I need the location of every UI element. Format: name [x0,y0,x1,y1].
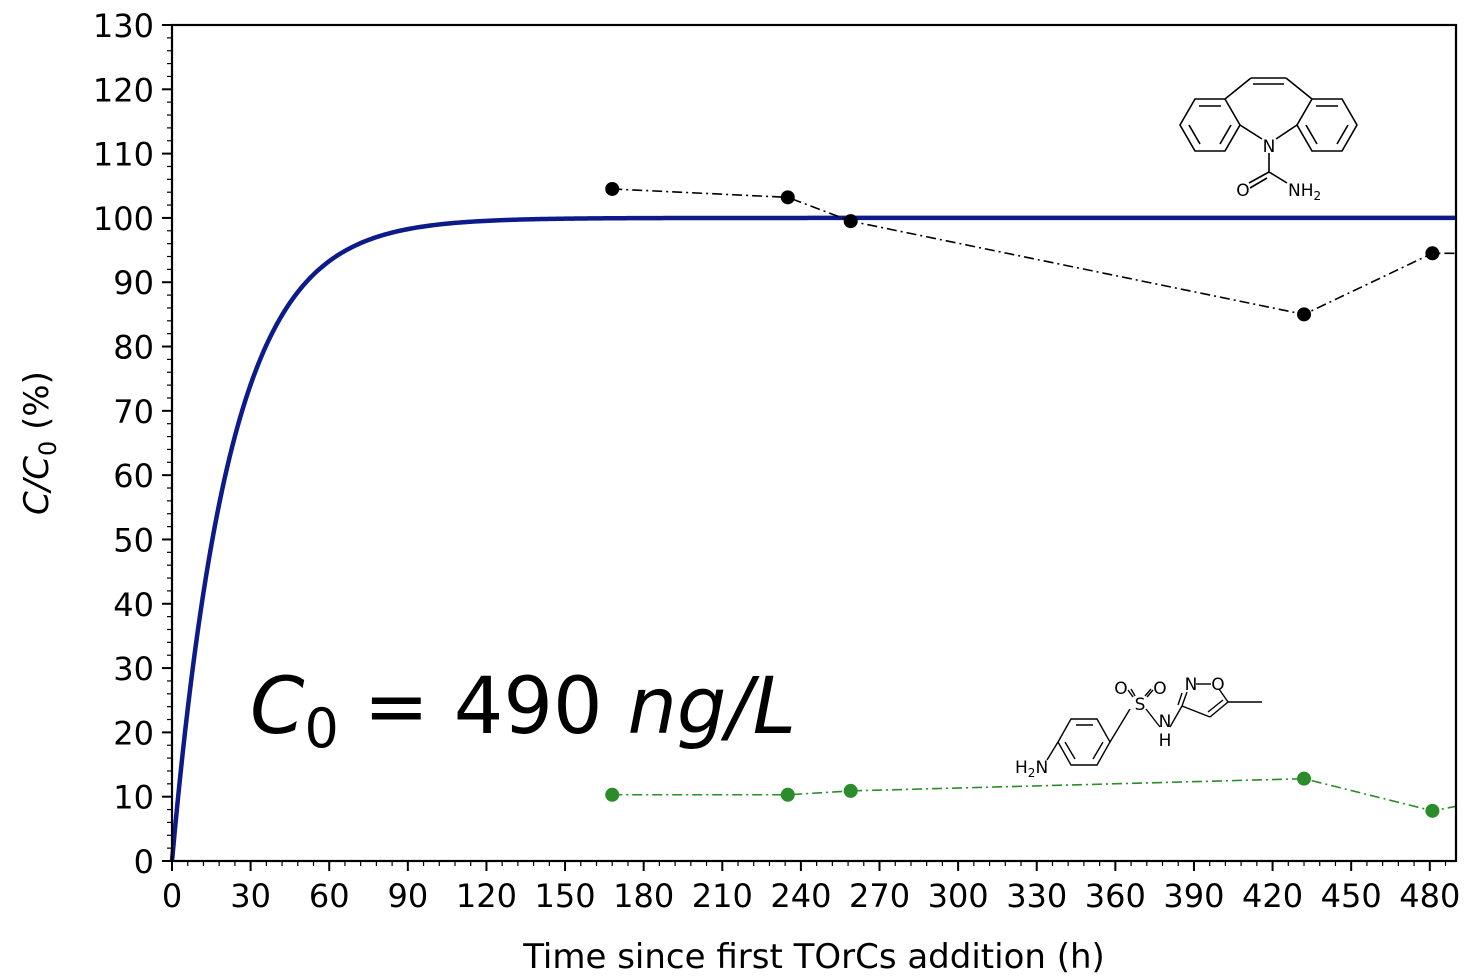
cbz-n-label: N [1263,137,1276,157]
y-tick-label: 90 [113,264,154,302]
c0-symbol: C [250,662,305,752]
series-1-point [1425,803,1440,818]
series-1-point [1297,771,1312,786]
y-tick-label: 10 [113,779,154,817]
series-1-point [605,787,620,802]
y-tick-label: 60 [113,457,154,495]
y-tick-label: 130 [93,7,154,45]
x-tick-label: 90 [387,877,428,915]
series-1-line [612,777,1457,812]
series-0-point [605,181,620,196]
series-0-point [843,214,858,229]
y-tick-label: 20 [113,714,154,752]
cbz-nh-text: NH [1288,181,1314,201]
ticks: 0 30 60 90 120 150 180 210 240 270 300 330 360 390 420… [93,7,1460,915]
x-tick-label: 180 [613,877,674,915]
x-tick-label: 450 [1321,877,1382,915]
series-1-point [843,783,858,798]
smx-o1-label: O [1114,679,1127,699]
carbamazepine-structure [1179,77,1358,189]
x-tick-label: 360 [1085,877,1146,915]
x-tick-label: 30 [230,877,271,915]
plot-area [169,181,1457,862]
smx-amine-n: N [1035,758,1048,778]
y-tick-label: 80 [113,329,154,367]
x-axis-label: Time since first TOrCs addition (h) [522,937,1105,976]
cbz-nh2-label: NH2 [1288,181,1321,203]
smx-o2-label: O [1153,679,1166,699]
series-0-point [1297,307,1312,322]
x-tick-label: 210 [692,877,753,915]
cbz-o-label: O [1236,181,1249,201]
y-label-rest: (%) [17,371,57,441]
y-tick-label: 100 [93,200,154,238]
smx-h-text: H [1015,758,1028,778]
x-tick-label: 300 [928,877,989,915]
axes-frame [170,23,1458,863]
y-label-sub: 0 [34,441,62,456]
x-tick-label: 270 [849,877,910,915]
c0-annotation: C0 = 490 ng/L [250,662,796,760]
smx-ring-n-label: N [1185,675,1198,695]
smx-ring-o-label: O [1211,675,1224,695]
y-tick-label: 40 [113,586,154,624]
c0-equals: = 490 [339,662,628,752]
series-0-point [780,190,795,205]
c0-unit: ng/L [627,662,796,752]
y-label-main: C/C [17,456,57,515]
c0-subscript: 0 [304,697,338,760]
y-tick-label: 120 [93,71,154,109]
fit-curve-line [169,215,1456,862]
smx-nh-h-label: H [1159,731,1172,751]
y-tick-label: 70 [113,393,154,431]
x-tick-label: 120 [456,877,517,915]
x-tick-label: 420 [1242,877,1303,915]
x-tick-label: 0 [162,877,182,915]
series-0-line [612,188,1456,316]
smx-h2n-label: H2N [1015,758,1048,780]
y-tick-label: 0 [134,843,154,881]
y-tick-label: 30 [113,650,154,688]
y-axis-label: C/C0 (%) [17,371,62,515]
x-tick-label: 480 [1399,877,1460,915]
x-tick-label: 240 [770,877,831,915]
y-tick-label: 110 [93,136,154,174]
smx-nh-n-label: N [1159,712,1172,732]
sulfamethoxazole-structure [1046,683,1262,766]
smx-s-label: S [1135,695,1146,715]
x-tick-label: 60 [309,877,350,915]
series-1-point [780,787,795,802]
series-0-point [1425,246,1440,261]
x-tick-label: 390 [1163,877,1224,915]
x-tick-label: 330 [1006,877,1067,915]
y-tick-label: 50 [113,521,154,559]
smx-h-sub: 2 [1028,766,1036,780]
cbz-nh-sub: 2 [1314,189,1322,203]
x-tick-label: 150 [535,877,596,915]
